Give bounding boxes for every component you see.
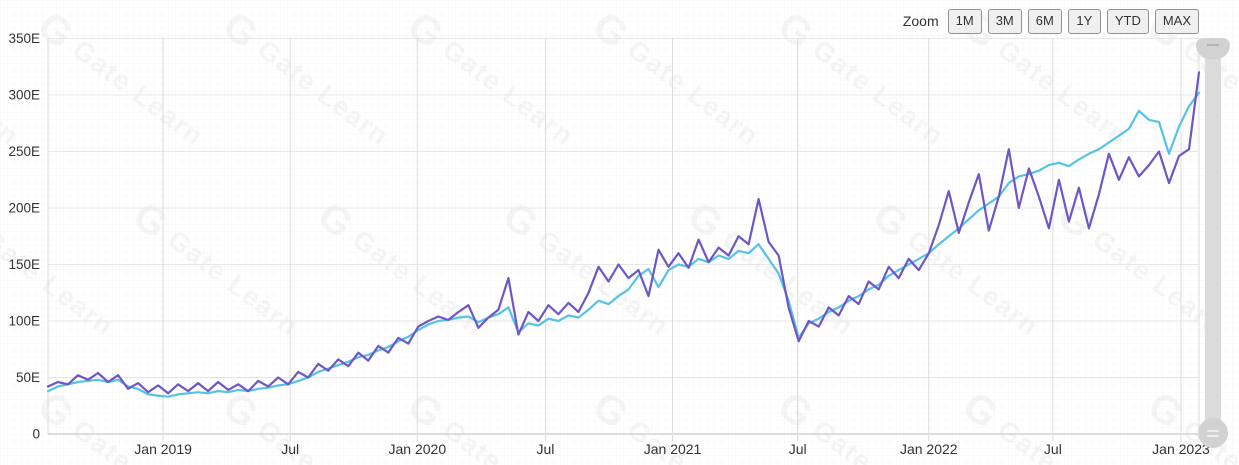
x-axis-tick-label: Jan 2020 [389,441,447,457]
zoom-button-1m[interactable]: 1M [947,8,982,34]
y-axis-tick-label: 200E [8,201,40,216]
zoom-button-ytd[interactable]: YTD [1106,8,1149,34]
x-axis-tick-label: Jul [1044,441,1062,457]
y-axis-tick-label: 250E [8,144,40,159]
zoom-button-1y[interactable]: 1Y [1067,8,1101,34]
y-axis-tick-label: 100E [8,314,40,329]
zoom-toolbar: Zoom 1M 3M 6M 1Y YTD MAX [903,8,1199,34]
vertical-scrollbar[interactable] [1195,38,1231,448]
y-axis-tick-label: 0 [32,427,40,442]
y-axis-tick-label: 350E [8,31,40,46]
y-axis-tick-label: 150E [8,257,40,272]
zoom-button-max[interactable]: MAX [1154,8,1199,34]
zoom-button-3m[interactable]: 3M [987,8,1022,34]
y-axis-tick-label: 300E [8,88,40,103]
x-axis-tick-label: Jul [789,441,807,457]
zoom-button-6m[interactable]: 6M [1027,8,1062,34]
scrollbar-top-handle[interactable] [1196,38,1230,59]
scrollbar-track[interactable] [1205,50,1221,440]
x-axis-tick-label: Jul [281,441,299,457]
x-axis-tick-label: Jan 2022 [900,441,958,457]
y-axis-tick-label: 50E [16,370,40,385]
x-axis-tick-label: Jan 2023 [1152,441,1210,457]
handle-grip-line [1207,434,1219,437]
x-axis-tick-label: Jan 2019 [134,441,192,457]
cyan-line [46,91,1201,398]
x-axis-tick-label: Jan 2021 [644,441,702,457]
zoom-label: Zoom [902,13,939,29]
purple-line [46,71,1201,395]
scrollbar-bottom-handle[interactable] [1198,418,1228,448]
handle-grip-line [1207,429,1219,432]
x-axis-tick-label: Jul [536,441,554,457]
handle-grip-line [1207,44,1219,46]
